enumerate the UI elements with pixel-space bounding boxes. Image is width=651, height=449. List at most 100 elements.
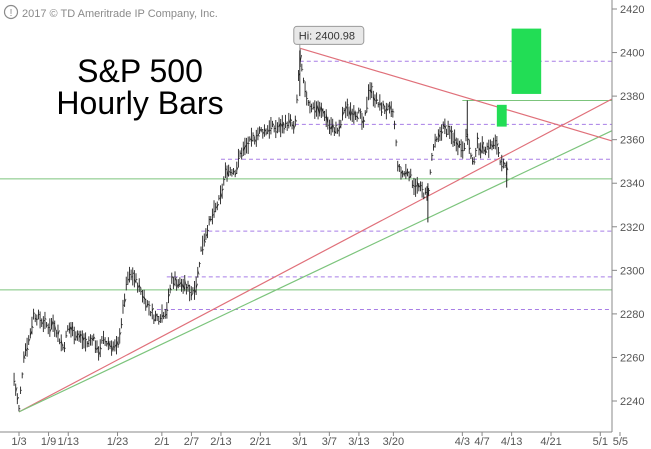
price-bar-close [280, 123, 283, 127]
price-bar-close [415, 185, 418, 188]
price-bar-close [352, 113, 354, 115]
price-bar-close [153, 318, 156, 322]
price-bar-close [493, 144, 496, 147]
y-tick-label: 2260 [620, 352, 644, 364]
price-bar-close [194, 289, 197, 293]
price-bar-close [117, 343, 120, 345]
x-tick-label: 4/13 [501, 436, 522, 448]
info-icon [3, 4, 19, 20]
price-bar-close [13, 380, 16, 383]
price-bar-close [267, 129, 270, 133]
price-bar-close [486, 145, 489, 148]
price-bar-close [151, 308, 154, 312]
price-bar-close [96, 347, 99, 350]
price-bar-close [446, 133, 449, 135]
price-bar-close [358, 109, 361, 112]
price-bar-close [439, 130, 442, 133]
price-bar-close [205, 233, 208, 237]
price-bar-close [143, 296, 146, 301]
price-bar-close [451, 130, 454, 134]
y-tick-label: 2340 [620, 178, 644, 190]
x-tick-label: 4/21 [540, 436, 561, 448]
price-bar-close [397, 164, 400, 168]
copyright: ! 2017 © TD Ameritrade IP Company, Inc. [3, 4, 218, 20]
price-bar-close [147, 303, 149, 306]
price-bar-close [337, 129, 340, 133]
price-bar-close [108, 340, 111, 347]
price-bars [13, 48, 509, 412]
price-bar-close [177, 283, 180, 287]
price-bar-close [226, 169, 229, 177]
price-bar-close [416, 181, 419, 188]
price-bar-close [184, 279, 187, 286]
price-bar-close [142, 295, 145, 299]
price-bar-close [308, 101, 310, 104]
price-bar-close [43, 320, 45, 322]
x-tick-label: 2/7 [184, 436, 199, 448]
price-bar-close [220, 192, 223, 198]
price-bar-close [41, 321, 44, 325]
price-bar-close [293, 125, 296, 130]
price-bar-close [171, 275, 174, 279]
price-bar-close [407, 170, 410, 174]
price-bar-close [364, 111, 367, 115]
price-bar-close [99, 347, 102, 350]
price-bar-close [386, 108, 389, 111]
price-bar-close [418, 184, 421, 188]
price-bar-close [67, 328, 70, 330]
price-bar-close [285, 122, 288, 124]
price-bar-close [70, 326, 73, 332]
price-bar-close [54, 325, 57, 331]
price-bar-close [17, 396, 20, 401]
price-bar-close [378, 103, 380, 105]
price-bar-close [400, 170, 403, 175]
price-bar-close [186, 286, 189, 289]
price-bar-close [228, 170, 231, 173]
svg-text:!: ! [10, 8, 13, 19]
price-bar-close [168, 293, 171, 298]
price-bar-close [62, 347, 65, 349]
price-bar-close [155, 313, 158, 318]
price-bar-close [356, 115, 359, 120]
price-bar-close [51, 320, 54, 327]
y-tick-label: 2400 [620, 48, 644, 60]
y-tick-label: 2240 [620, 396, 644, 408]
y-tick-label: 2380 [620, 91, 644, 103]
price-bar-close [138, 284, 141, 289]
price-bar-close [23, 354, 26, 359]
price-bar-close [190, 293, 193, 297]
price-bar-close [379, 102, 382, 107]
price-bar-close [329, 126, 332, 130]
price-bar-close [320, 107, 324, 112]
price-bar-close [290, 118, 293, 122]
price-bar-close [93, 336, 96, 339]
price-bar-close [165, 314, 167, 317]
price-bar-close [438, 133, 441, 138]
price-bar-close [447, 125, 450, 128]
y-tick-label: 2280 [620, 309, 644, 321]
price-bar-close [399, 165, 401, 168]
price-bar-close [225, 168, 227, 170]
price-bar-close [369, 88, 372, 94]
price-bar-close [343, 109, 346, 112]
price-bar-close [457, 144, 460, 149]
price-bar-close [313, 106, 315, 109]
x-tick-label: 5/5 [613, 436, 628, 448]
price-bar-close [477, 137, 480, 140]
price-bar-close [363, 119, 366, 122]
price-bar-close [304, 90, 307, 93]
price-bar-close [327, 124, 330, 126]
price-bar-close [350, 109, 353, 116]
price-bar-close [187, 284, 190, 288]
price-bar-close [467, 138, 470, 141]
price-bar-close [195, 283, 198, 289]
price-bar-close [246, 142, 249, 145]
price-bar-close [403, 172, 406, 175]
price-bar-close [31, 325, 34, 329]
price-bar-close [44, 318, 47, 320]
price-bar-close [161, 314, 164, 318]
price-bar-close [109, 345, 112, 348]
price-bar-close [324, 116, 327, 118]
price-bar-close [408, 175, 411, 179]
price-bar-close [127, 278, 130, 281]
